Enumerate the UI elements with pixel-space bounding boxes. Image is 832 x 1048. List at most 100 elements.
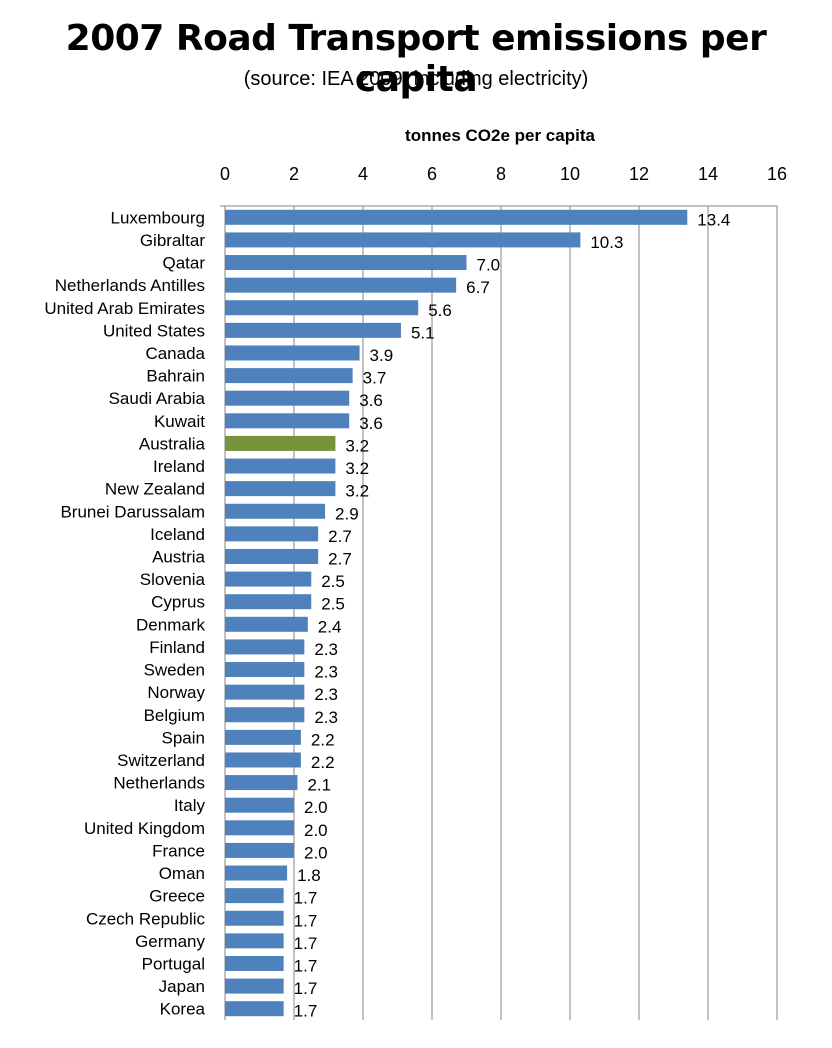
category-label: Iceland	[150, 525, 205, 544]
category-label: Switzerland	[117, 751, 205, 770]
bar	[225, 978, 284, 994]
x-tick-label: 2	[289, 164, 299, 184]
data-label: 6.7	[466, 278, 490, 297]
category-label: Denmark	[136, 615, 205, 634]
bar	[225, 368, 353, 384]
bar	[225, 888, 284, 904]
bar	[225, 865, 288, 881]
bar	[225, 481, 336, 497]
data-label: 10.3	[590, 233, 623, 252]
category-label: Korea	[160, 1000, 206, 1019]
data-label: 1.7	[294, 1002, 318, 1021]
category-label: United Kingdom	[84, 819, 205, 838]
category-label: Netherlands	[113, 774, 205, 793]
data-label: 2.4	[318, 617, 342, 636]
data-label: 1.7	[294, 889, 318, 908]
category-label: Gibraltar	[140, 231, 206, 250]
data-label: 1.7	[294, 911, 318, 930]
category-label: Oman	[159, 864, 205, 883]
bar	[225, 526, 319, 542]
category-label: Bahrain	[146, 367, 205, 386]
category-label: Italy	[174, 796, 206, 815]
category-label: Canada	[145, 344, 205, 363]
data-label: 3.7	[363, 369, 387, 388]
category-label: Kuwait	[154, 412, 205, 431]
bar	[225, 503, 326, 519]
data-label: 2.5	[321, 572, 345, 591]
category-label: Luxembourg	[110, 208, 205, 227]
category-label: Ireland	[153, 457, 205, 476]
category-label: Sweden	[144, 661, 205, 680]
bar	[225, 616, 308, 632]
bar	[225, 752, 301, 768]
bar	[225, 413, 350, 429]
data-label: 2.9	[335, 504, 359, 523]
bar	[225, 775, 298, 791]
data-label: 2.3	[314, 640, 338, 659]
x-tick-label: 6	[427, 164, 437, 184]
bar	[225, 232, 581, 248]
bar	[225, 458, 336, 474]
bar	[225, 707, 305, 723]
data-label: 2.7	[328, 549, 352, 568]
chart-subtitle: (source: IEA 2009, including electricity…	[243, 68, 589, 90]
bar	[225, 322, 401, 338]
bar	[225, 300, 419, 316]
data-label: 2.0	[304, 821, 328, 840]
data-label: 2.7	[328, 527, 352, 546]
category-label: Finland	[149, 638, 205, 657]
data-label: 2.3	[314, 663, 338, 682]
x-tick-label: 10	[560, 164, 580, 184]
category-label: New Zealand	[105, 480, 205, 499]
data-label: 2.2	[311, 730, 335, 749]
data-label: 5.1	[411, 323, 435, 342]
x-axis-title: tonnes CO2e per capita	[405, 126, 595, 145]
bar	[225, 820, 294, 836]
category-label: Qatar	[162, 254, 205, 273]
data-label: 1.7	[294, 979, 318, 998]
bar	[225, 662, 305, 678]
bar	[225, 255, 467, 271]
bar	[225, 1001, 284, 1017]
data-label: 3.9	[370, 346, 394, 365]
bar	[225, 209, 688, 225]
category-label: Brunei Darussalam	[60, 502, 205, 521]
x-tick-label: 14	[698, 164, 718, 184]
bar	[225, 435, 336, 451]
category-label: Greece	[149, 887, 205, 906]
category-label: Austria	[152, 547, 205, 566]
category-label: Czech Republic	[86, 909, 206, 928]
data-label: 2.2	[311, 753, 335, 772]
data-label: 3.2	[345, 436, 369, 455]
data-label: 13.4	[697, 210, 730, 229]
category-label: Saudi Arabia	[109, 389, 206, 408]
bar	[225, 277, 457, 293]
data-label: 2.3	[314, 708, 338, 727]
data-label: 2.0	[304, 843, 328, 862]
bar	[225, 548, 319, 564]
category-label: Belgium	[144, 706, 205, 725]
data-label: 1.7	[294, 956, 318, 975]
bar	[225, 571, 312, 587]
bar	[225, 684, 305, 700]
category-label: Australia	[139, 434, 206, 453]
category-label: Portugal	[142, 954, 205, 973]
data-label: 2.5	[321, 595, 345, 614]
data-label: 3.2	[345, 459, 369, 478]
bar	[225, 955, 284, 971]
data-label: 3.2	[345, 482, 369, 501]
data-label: 3.6	[359, 414, 383, 433]
bar	[225, 390, 350, 406]
data-label: 2.1	[307, 776, 331, 795]
bar	[225, 797, 294, 813]
bar	[225, 933, 284, 949]
category-label: United Arab Emirates	[44, 299, 205, 318]
category-label: United States	[103, 321, 205, 340]
category-label: Cyprus	[151, 593, 205, 612]
bar	[225, 842, 294, 858]
data-label: 5.6	[428, 301, 452, 320]
data-label: 1.8	[297, 866, 321, 885]
category-label: France	[152, 841, 205, 860]
category-label: Netherlands Antilles	[55, 276, 205, 295]
